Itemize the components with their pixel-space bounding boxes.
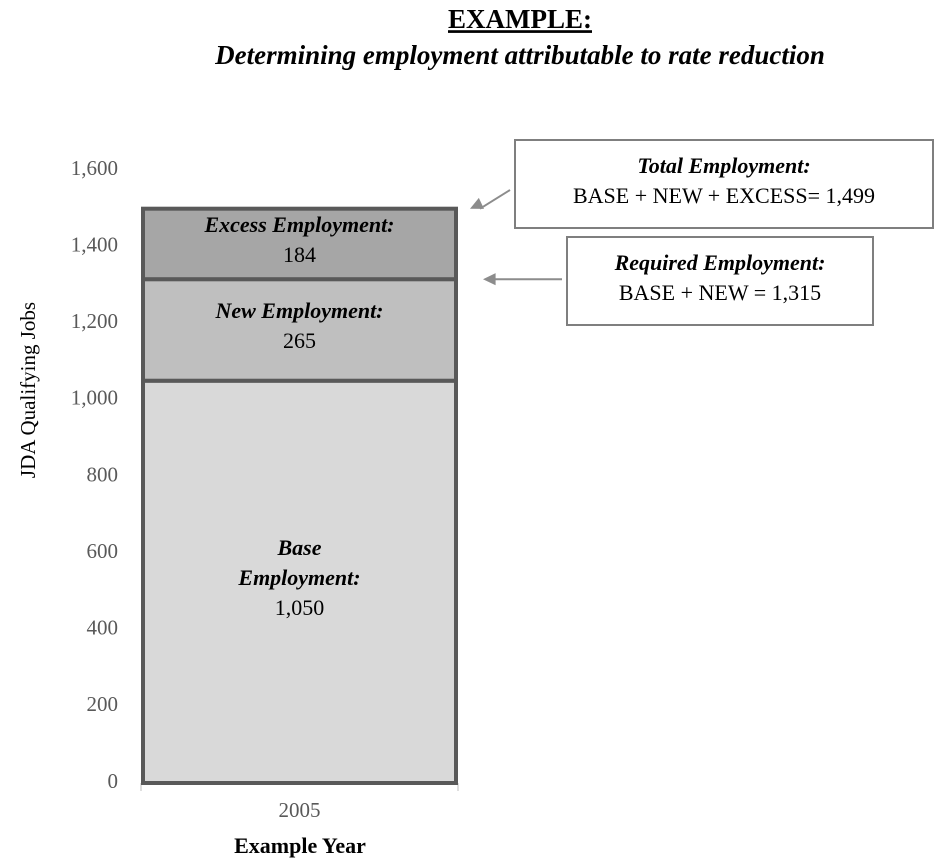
y-tick-label: 1,000: [71, 386, 118, 410]
callout-title: Total Employment:: [637, 153, 810, 178]
y-tick-label: 200: [87, 692, 119, 716]
x-axis-label: Example Year: [234, 833, 366, 858]
y-tick-label: 1,400: [71, 232, 118, 256]
y-tick-label: 0: [108, 769, 119, 793]
bar-segment: [141, 206, 458, 282]
y-tick-label: 1,200: [71, 309, 118, 333]
callout-text: BASE + NEW + EXCESS= 1,499: [573, 183, 875, 208]
callout-box: [514, 139, 934, 229]
y-tick-label: 600: [87, 539, 119, 563]
value-label: 184: [283, 241, 316, 267]
series-name: New Employment:: [215, 297, 384, 323]
chart-subtitle: Determining employment attributable to r…: [214, 40, 825, 70]
y-tick-label: 400: [87, 616, 119, 640]
y-tick-label: 1,600: [71, 156, 118, 180]
callout-arrowhead: [483, 273, 496, 286]
series-name: Base Employment:: [238, 534, 361, 590]
x-tick-label: 2005: [279, 798, 321, 822]
segment-label: Excess Employment: 184: [204, 211, 395, 267]
segment-label: New Employment: 265: [215, 297, 384, 353]
bar-segment: [141, 378, 458, 785]
series-name: Excess Employment:: [204, 211, 395, 237]
value-label: 1,050: [274, 594, 325, 620]
callout-title: Required Employment:: [614, 250, 826, 275]
callout-box: [566, 236, 874, 326]
value-label: 265: [283, 327, 316, 353]
callout-arrowhead: [470, 197, 484, 209]
chart-title: EXAMPLE:: [448, 4, 592, 34]
callout-text: BASE + NEW = 1,315: [619, 280, 821, 305]
segment-label: Base Employment: 1,050: [238, 534, 361, 620]
y-tick-label: 800: [87, 462, 119, 486]
callout-arrow: [479, 189, 511, 210]
y-axis-label: JDA Qualifying Jobs: [16, 302, 40, 478]
